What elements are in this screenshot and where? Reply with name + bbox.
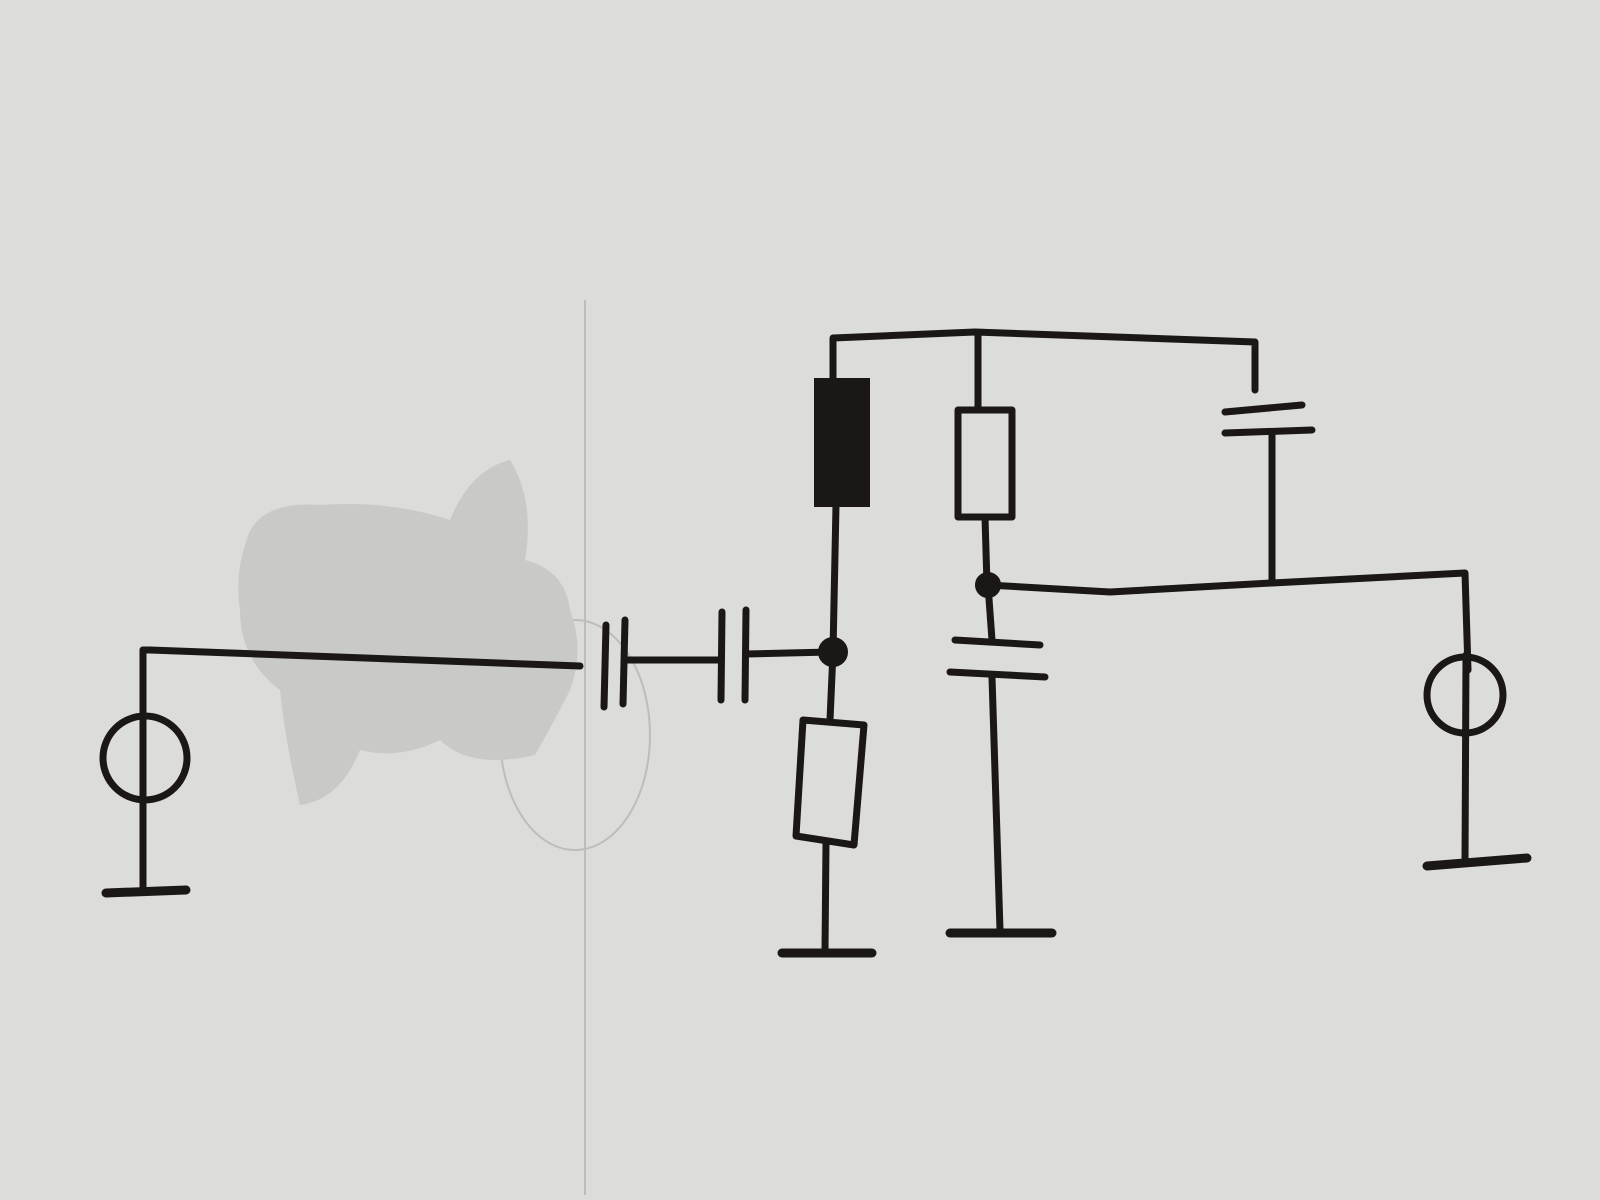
ground-right: [1422, 853, 1532, 871]
capacitor-top-right: [1221, 401, 1316, 437]
wire-filled-to-node: [829, 501, 840, 656]
wire-resistor-to-ground: [821, 839, 830, 954]
filled-element: [814, 378, 870, 507]
capacitor-vertical: [946, 636, 1049, 681]
voltage-source-left: [99, 646, 191, 894]
erased-patch: [238, 460, 578, 805]
wire-cap2-node: [742, 648, 834, 658]
voltage-source-right: [1423, 651, 1507, 867]
ground-left: [101, 885, 191, 898]
resistor-lower: [792, 716, 868, 849]
wire-node-to-resistor: [826, 648, 837, 724]
wire-node-to-output: [984, 569, 1472, 674]
wire-top-to-filled: [829, 328, 1259, 394]
wire-vertical-cap-to-ground: [988, 673, 1004, 934]
wire-left-input: [139, 646, 584, 670]
wire-node-to-vertical-cap: [984, 581, 996, 644]
